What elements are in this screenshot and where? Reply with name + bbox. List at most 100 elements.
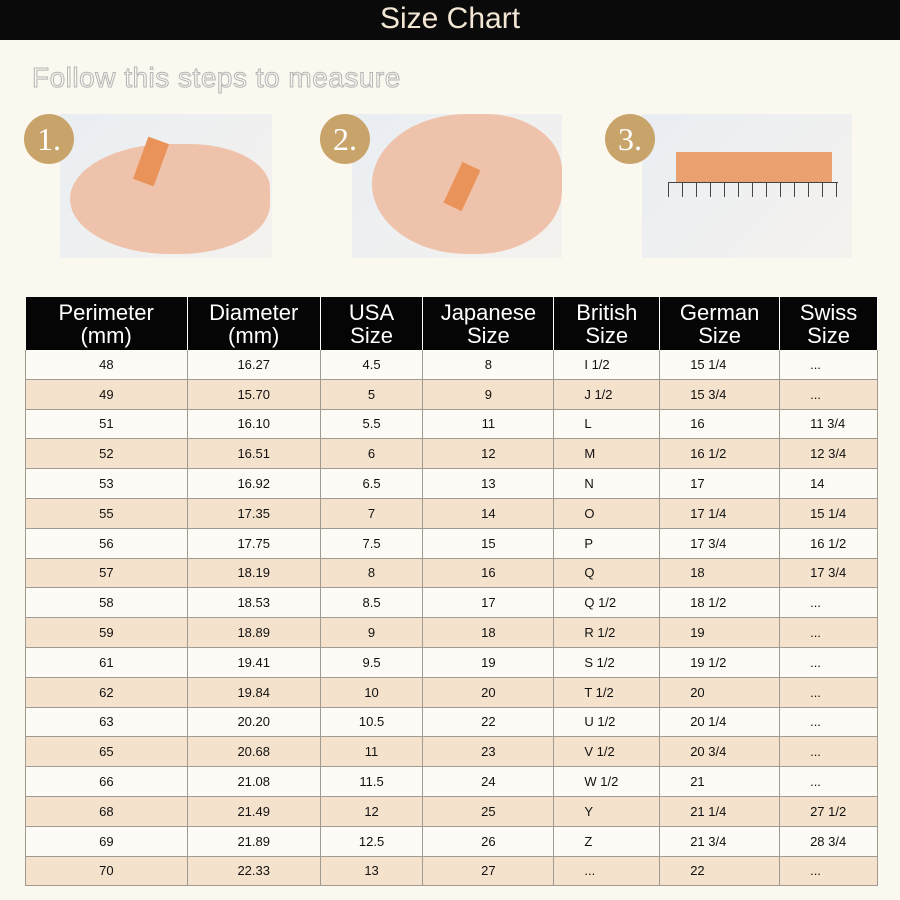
table-cell: ... xyxy=(779,707,878,738)
table-cell: 17.35 xyxy=(186,498,321,529)
table-cell: 20.68 xyxy=(186,736,321,768)
table-cell: 20 xyxy=(659,677,781,708)
table-cell: 9 xyxy=(319,617,424,648)
table-cell: 17 xyxy=(422,587,555,619)
table-row: 58 18.53 8.5 17 Q 1/2 18 1/2... xyxy=(25,587,878,619)
table-cell: 11.5 xyxy=(319,766,424,797)
table-cell: V 1/2 xyxy=(553,736,661,768)
column-header: Perimeter (mm) xyxy=(25,297,188,350)
table-cell: L xyxy=(553,409,661,440)
table-cell: 20 1/4 xyxy=(659,707,781,738)
table-row: 70 22.33 13 27... 22... xyxy=(25,856,878,887)
table-row: 65 20.68 11 23 V 1/2 20 3/4... xyxy=(25,736,878,768)
table-cell: 22 xyxy=(422,707,555,738)
table-row: 68 21.49 12 25 Y 21 1/4 27 1/2 xyxy=(25,796,878,827)
table-cell: 11 xyxy=(422,409,555,440)
table-cell: 6.5 xyxy=(319,468,424,499)
step-1-image xyxy=(60,114,272,258)
table-cell: 27 1/2 xyxy=(779,796,878,827)
table-cell: M xyxy=(553,438,661,470)
table-cell: 19.84 xyxy=(186,677,321,708)
size-chart-table: Perimeter (mm) Diameter (mm) USA Size Japanese… xyxy=(25,297,878,887)
table-cell: 19 xyxy=(659,617,781,648)
table-cell: 18.53 xyxy=(186,587,321,619)
table-cell: 19 1/2 xyxy=(659,647,781,678)
column-header-line: Size xyxy=(467,322,510,348)
page-title: Size Chart xyxy=(0,0,900,40)
column-header: USA Size xyxy=(320,297,424,350)
step-number-badge: 1. xyxy=(24,114,74,164)
table-cell: 5 xyxy=(319,379,424,410)
table-cell: 18.89 xyxy=(186,617,321,648)
table-cell: 11 xyxy=(319,736,424,768)
column-header: German Size xyxy=(659,297,781,350)
table-cell: 51 xyxy=(25,409,188,440)
table-cell: 12 3/4 xyxy=(779,438,878,470)
table-cell: 25 xyxy=(422,796,555,827)
table-cell: 18 1/2 xyxy=(659,587,781,619)
table-cell: 8.5 xyxy=(319,587,424,619)
table-cell: T 1/2 xyxy=(553,677,661,708)
step-number-badge: 2. xyxy=(320,114,370,164)
table-cell: ... xyxy=(779,379,878,410)
column-header-line: British xyxy=(576,299,638,325)
table-cell: 57 xyxy=(25,558,188,589)
table-cell: 17 3/4 xyxy=(779,558,878,589)
table-cell: S 1/2 xyxy=(553,647,661,678)
table-cell: 27 xyxy=(422,856,555,887)
table-cell: ... xyxy=(779,617,878,648)
column-header-line: (mm) xyxy=(228,322,280,348)
table-cell: 17 3/4 xyxy=(659,528,781,559)
table-cell: 19.41 xyxy=(186,647,321,678)
table-cell: 18.19 xyxy=(186,558,321,589)
table-cell: 58 xyxy=(25,587,188,619)
column-header-line: Size xyxy=(350,322,393,348)
table-row: 63 20.20 10.5 22 U 1/2 20 1/4... xyxy=(25,707,878,738)
table-row: 61 19.41 9.5 19 S 1/2 19 1/2... xyxy=(25,647,878,678)
table-cell: N xyxy=(553,468,661,499)
column-header: Diameter (mm) xyxy=(187,297,321,350)
table-cell: ... xyxy=(553,856,661,887)
table-cell: 15 xyxy=(422,528,555,559)
table-cell: ... xyxy=(779,856,878,887)
table-cell: 16.92 xyxy=(186,468,321,499)
table-cell: 21.49 xyxy=(186,796,321,827)
table-cell: 16.27 xyxy=(186,350,321,380)
column-header-line: USA xyxy=(348,299,395,325)
table-cell: 23 xyxy=(422,736,555,768)
table-row: 53 16.92 6.5 13 N 17 14 xyxy=(25,468,878,499)
table-row: 49 15.70 5 9 J 1/2 15 3/4... xyxy=(25,379,878,410)
table-cell: 20 xyxy=(422,677,555,708)
table-cell: 59 xyxy=(25,617,188,648)
table-cell: 13 xyxy=(319,856,424,887)
table-cell: 6 xyxy=(319,438,424,470)
table-cell: 49 xyxy=(25,379,188,410)
table-cell: ... xyxy=(779,736,878,768)
table-cell: J 1/2 xyxy=(553,379,661,410)
table-cell: 61 xyxy=(25,647,188,678)
table-cell: Q 1/2 xyxy=(553,587,661,619)
table-cell: 52 xyxy=(25,438,188,470)
table-cell: 12.5 xyxy=(319,826,424,857)
table-cell: 18 xyxy=(659,558,781,589)
table-cell: 48 xyxy=(25,350,188,380)
table-cell: Z xyxy=(553,826,661,857)
table-cell: W 1/2 xyxy=(553,766,661,797)
table-cell: 68 xyxy=(25,796,188,827)
table-cell: 12 xyxy=(422,438,555,470)
table-cell: I 1/2 xyxy=(553,350,661,380)
table-cell: 22.33 xyxy=(186,856,321,887)
step-number-badge: 3. xyxy=(605,114,655,164)
table-cell: Q xyxy=(553,558,661,589)
table-row: 55 17.35 7 14 O 17 1/4 15 1/4 xyxy=(25,498,878,529)
table-cell: 62 xyxy=(25,677,188,708)
table-cell: 21.08 xyxy=(186,766,321,797)
table-cell: O xyxy=(553,498,661,529)
table-cell: 65 xyxy=(25,736,188,768)
table-cell: 16.51 xyxy=(186,438,321,470)
table-cell: 14 xyxy=(422,498,555,529)
table-cell: 53 xyxy=(25,468,188,499)
table-cell: 15 1/4 xyxy=(779,498,878,529)
table-row: 57 18.19 8 16 Q 18 17 3/4 xyxy=(25,558,878,589)
table-cell: 9 xyxy=(422,379,555,410)
